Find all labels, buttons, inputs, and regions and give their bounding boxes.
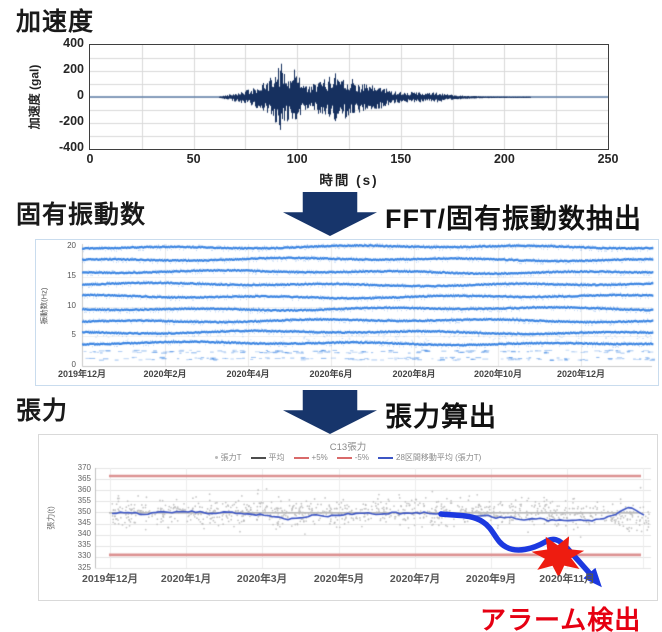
tension-chart-title: C13張力 [329,442,367,453]
acceleration-x-tick-label: 200 [493,152,515,166]
legend-dot-marker [214,456,218,459]
legend-line-marker [293,456,309,459]
acceleration-chart: 加速度 (gal) 時間 (s) 400 200 0 -200 -400 0 50 100 15… [28,36,619,188]
frequency-y-tick-label: 15 [67,270,76,280]
tension-y-tick-label: 325 [77,562,91,572]
frequency-x-tick-label: 2020年6月 [309,369,353,379]
tension-calculation-label: 張力算出 [385,402,497,432]
frequency-y-axis-label: 振動数(Hz) [39,287,49,325]
acceleration-y-tick-label: -400 [58,140,84,154]
tension-y-tick-label: 370 [77,462,91,472]
tension-y-tick-label: 335 [77,540,91,550]
frequency-bands-canvas [36,240,658,385]
frequency-x-tick-label: 2020年10月 [473,369,523,379]
acceleration-y-tick-label: -200 [58,114,84,128]
tension-x-tick-label: 2019年12月 [81,573,139,585]
legend-line-marker [378,456,393,459]
acceleration-x-tick-label: 50 [186,152,201,166]
tension-x-tick-label: 2020年5月 [313,573,365,585]
tension-x-tick-label: 2020年11月 [539,573,595,585]
legend-label: -5% [354,453,369,462]
legend-item: 28区間移動平均 (張力T) [378,452,481,463]
fft-extraction-label: FFT/固有振動数抽出 [385,204,642,234]
acceleration-x-tick-label: 150 [390,152,412,166]
acceleration-waveform-canvas [90,45,608,149]
down-arrow-icon [283,390,377,434]
frequency-x-tick-label: 2020年4月 [226,369,270,379]
acceleration-y-tick-label: 400 [63,36,84,50]
natural-frequency-chart: 振動数(Hz) 20 15 10 5 0 2019年12月 2020年2月 2020年4月 20… [35,239,659,386]
tension-y-tick-label: 360 [77,484,91,494]
legend-item: 平均 [250,452,285,463]
tension-chart-legend: 張力T 平均 +5% -5% 28区間移動平均 (張力T) [39,452,657,463]
legend-label: 張力T [220,453,242,462]
section-title-acceleration: 加速度 [16,8,95,36]
section-title-frequency: 固有振動数 [16,201,147,229]
tension-y-tick-label: 340 [77,529,91,539]
frequency-y-tick-label: 10 [67,300,76,310]
tension-y-tick-label: 365 [77,473,91,483]
tension-chart: C13張力 張力T 平均 +5% -5% 28区間移動平均 (張力T) 張力(t) 37… [38,434,658,601]
legend-line-marker [250,456,266,459]
legend-item: 張力T [214,452,242,463]
legend-label: +5% [311,453,328,462]
acceleration-x-tick-label: 100 [286,152,308,166]
frequency-x-tick-label: 2020年8月 [392,369,436,379]
tension-x-tick-label: 2020年1月 [160,573,212,585]
legend-line-marker [336,456,352,459]
tension-y-tick-label: 355 [77,495,91,505]
tension-y-tick-label: 350 [77,506,91,516]
tension-x-tick-label: 2020年3月 [236,573,288,585]
acceleration-y-tick-label: 0 [77,88,84,102]
frequency-y-tick-label: 0 [71,360,76,369]
legend-label: 28区間移動平均 (張力T) [396,453,482,462]
acceleration-x-tick-label: 0 [86,152,94,166]
acceleration-x-tick-label: 250 [597,152,619,166]
tension-y-tick-label: 345 [77,518,91,528]
tension-x-tick-label: 2020年9月 [465,573,517,585]
frequency-x-tick-label: 2020年2月 [143,369,187,379]
frequency-x-tick-label: 2019年12月 [57,369,107,379]
alarm-detected-label: アラーム検出 [480,605,642,632]
tension-x-tick-label: 2020年7月 [389,573,441,585]
legend-item: -5% [336,453,369,462]
acceleration-y-axis-label: 加速度 (gal) [27,64,42,130]
frequency-x-tick-label: 2020年12月 [556,369,606,379]
section-title-tension: 張力 [16,397,69,425]
tension-y-tick-label: 330 [77,551,91,561]
frequency-y-tick-label: 5 [71,330,76,340]
down-arrow-icon [283,192,377,236]
frequency-y-tick-label: 20 [67,241,76,250]
acceleration-x-axis-label: 時間 (s) [319,173,379,188]
acceleration-y-tick-label: 200 [63,62,84,76]
legend-label: 平均 [268,453,285,462]
tension-y-axis-label: 張力(t) [46,506,56,530]
legend-item: +5% [293,453,328,462]
